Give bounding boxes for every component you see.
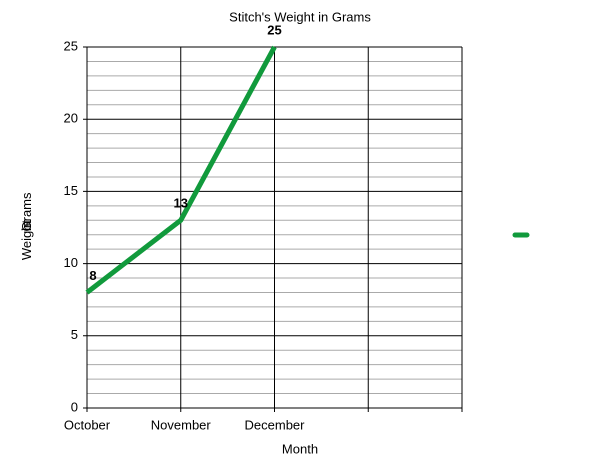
y-tick-label: 0 — [71, 399, 78, 414]
x-tick-label: October — [64, 417, 111, 432]
y-tick-label: 10 — [64, 255, 78, 270]
data-line — [85, 45, 277, 295]
y-tick-label: 5 — [71, 327, 78, 342]
data-label: 8 — [89, 268, 96, 283]
chart-title: Stitch's Weight in Grams — [229, 9, 371, 24]
x-tick-label: November — [151, 417, 212, 432]
data-label: 13 — [174, 196, 188, 211]
data-label: 25 — [267, 22, 281, 37]
y-tick-label: 15 — [64, 183, 78, 198]
y-tick-label: 20 — [64, 111, 78, 126]
x-axis-label: Month — [282, 441, 318, 456]
y-axis-label: WeightinGrams — [19, 192, 34, 260]
x-tick-label: December — [245, 417, 306, 432]
y-tick-label: 25 — [64, 38, 78, 53]
